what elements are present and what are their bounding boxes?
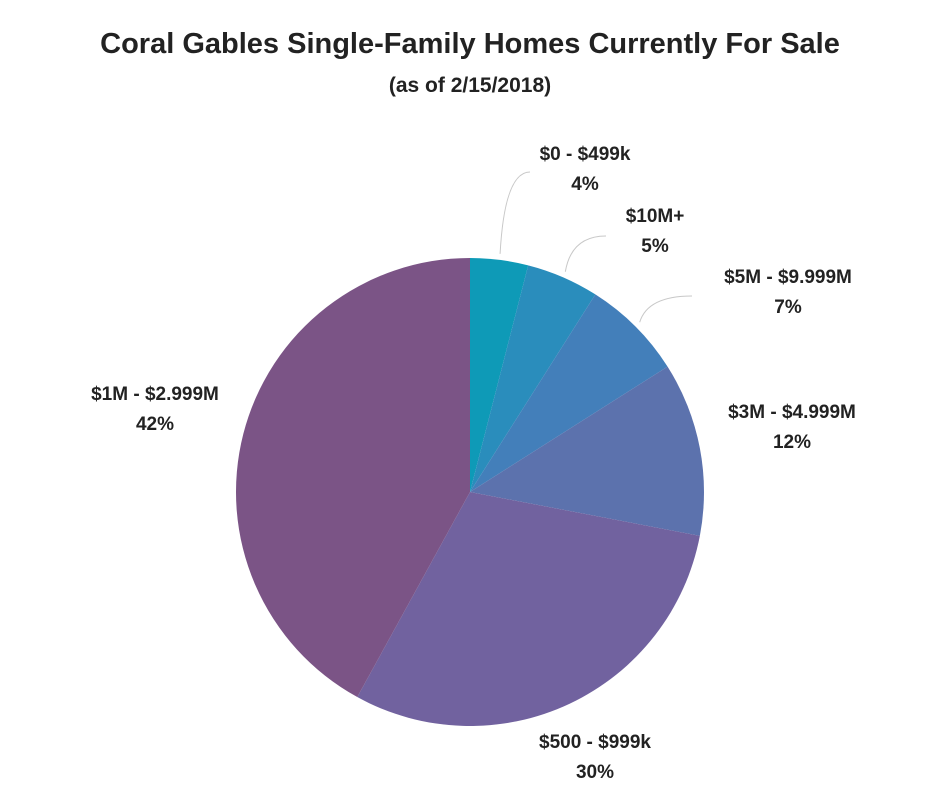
leader-line [639, 295, 693, 323]
slice-label-percent: 4% [571, 174, 599, 195]
pie-slice-5m-9-999m [470, 294, 668, 492]
slice-label-10m-plus: $10M+ 5% [590, 202, 720, 262]
slice-label-name: $10M+ [625, 206, 685, 227]
leader-line [564, 235, 607, 272]
slice-label-name: $3M - $4.999M [728, 402, 856, 423]
pie-slice-3m-4-999m [470, 366, 705, 536]
pie-slice-0-499k [470, 258, 529, 492]
slice-label-name: $1M - $2.999M [91, 384, 219, 405]
slice-label-percent: 12% [772, 432, 812, 453]
pie-slice-1m-2-999m [235, 258, 470, 698]
slice-label-name: $500 - $999k [539, 732, 651, 753]
chart-subtitle: (as of 2/15/2018) [388, 74, 552, 97]
slice-label-1m-2-999m: $1M - $2.999M 42% [65, 380, 245, 440]
slice-label-0-499k: $0 - $499k 4% [520, 140, 650, 200]
slice-label-percent: 30% [575, 762, 615, 783]
leader-line [499, 171, 531, 254]
pie-slice-10m [470, 265, 596, 492]
slice-label-percent: 42% [135, 414, 175, 435]
slice-label-3m-4-999m: $3M - $4.999M 12% [702, 398, 882, 458]
chart-title: Coral Gables Single-Family Homes Current… [100, 28, 840, 60]
slice-label-500-999k: $500 - $999k 30% [505, 728, 685, 788]
slice-label-name: $0 - $499k [539, 144, 631, 165]
slice-label-5m-9-999m: $5M - $9.999M 7% [698, 263, 878, 323]
slice-label-percent: 5% [641, 236, 669, 257]
slice-label-percent: 7% [774, 297, 802, 318]
slice-label-name: $5M - $9.999M [724, 267, 852, 288]
pie-slice-500-999k [357, 492, 700, 727]
